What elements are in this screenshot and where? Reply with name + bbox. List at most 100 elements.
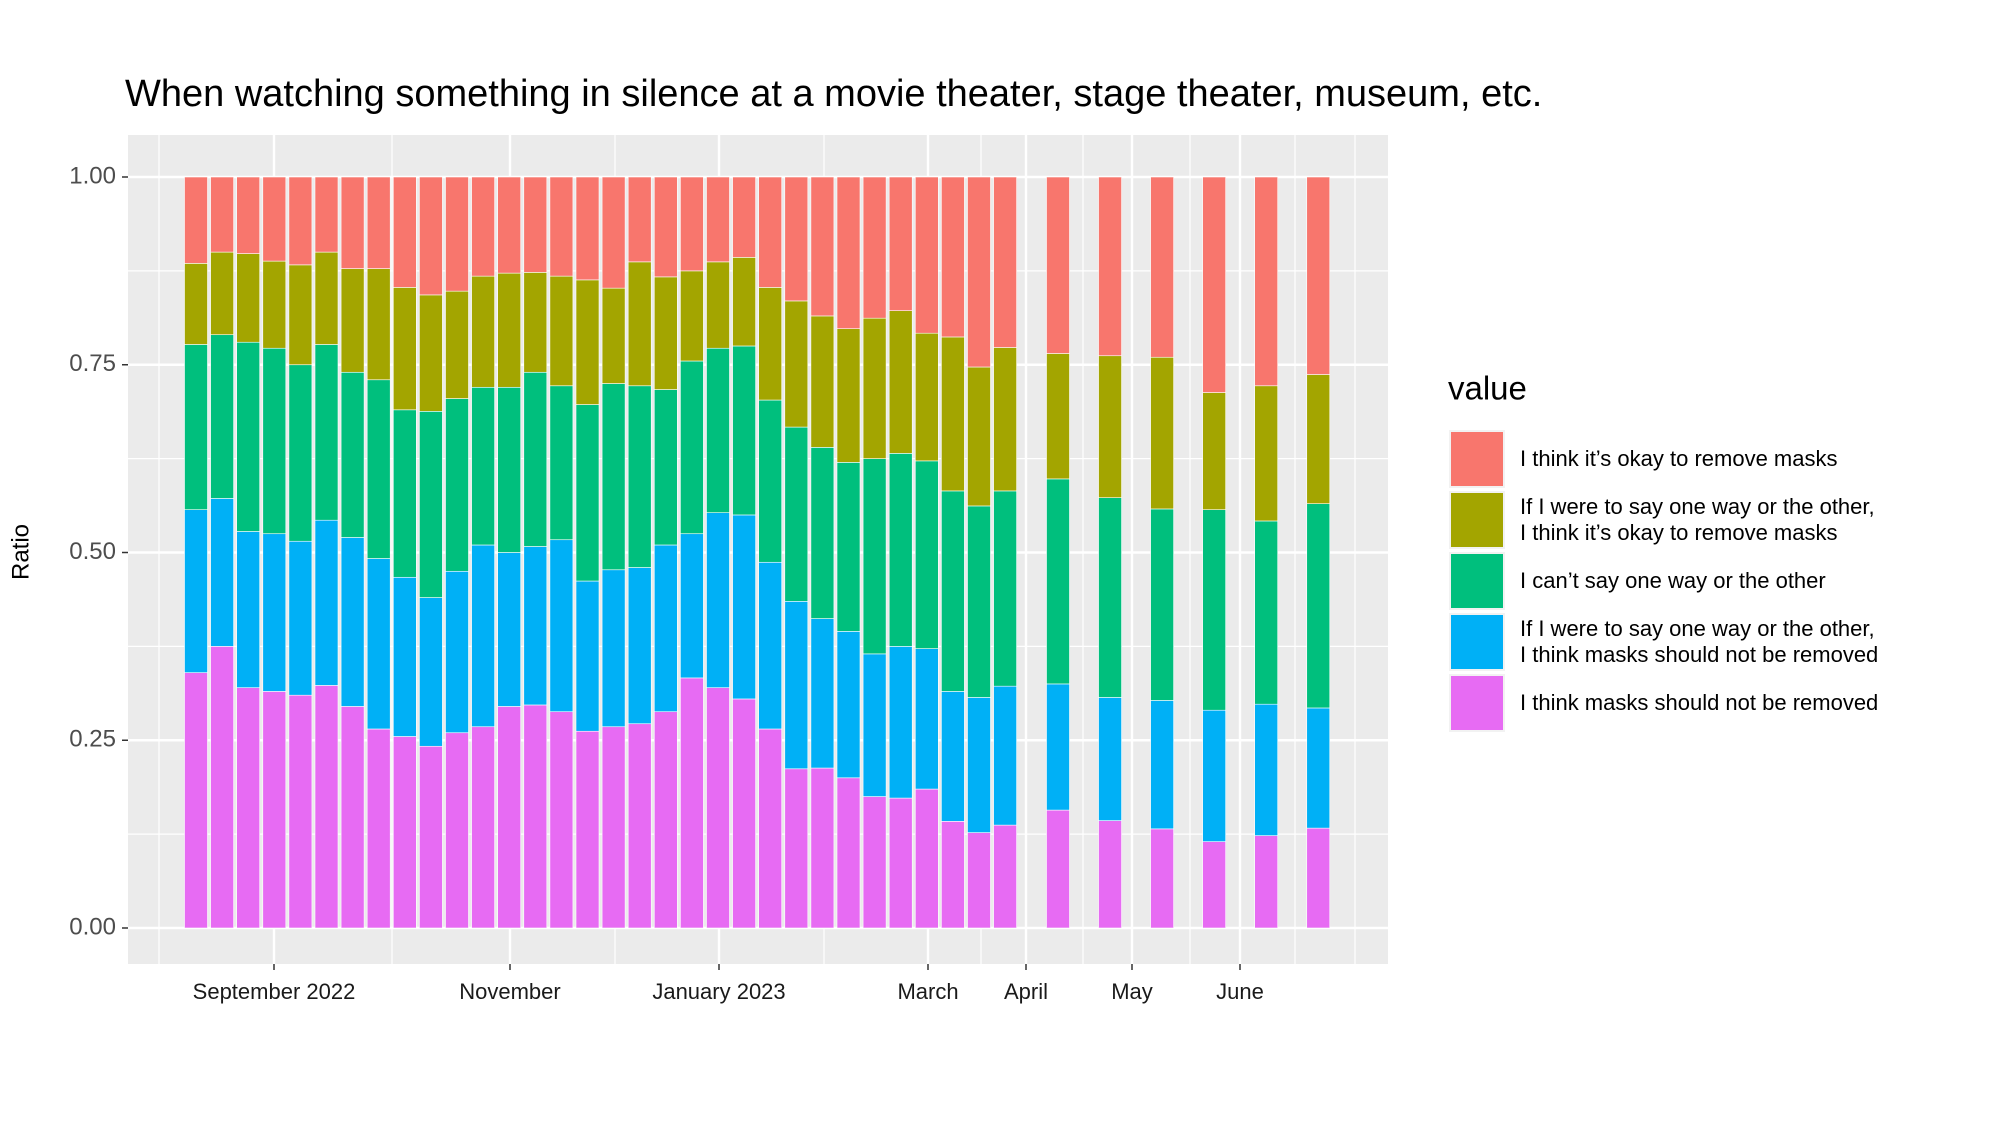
bar-segment (888, 310, 913, 454)
bar-segment (419, 745, 443, 929)
bar-segment (706, 512, 730, 688)
bar-segment (967, 697, 991, 833)
bar-segment (445, 570, 469, 734)
bar-segment (471, 544, 495, 728)
bar-segment (1046, 809, 1070, 929)
bar-segment (262, 533, 287, 692)
x-tick-label: May (1111, 979, 1153, 1004)
bar-segment (497, 552, 522, 707)
bar-segment (1202, 176, 1226, 393)
bar-segment (1046, 176, 1070, 354)
legend-key (1451, 554, 1503, 608)
legend-label: If I were to say one way or the other, I… (1520, 616, 1879, 667)
bar-segment (1254, 835, 1278, 929)
bar-segment (914, 332, 939, 462)
bar-segment (419, 597, 443, 747)
y-tick-label: 0.00 (69, 913, 116, 940)
bar-segment (1046, 683, 1070, 811)
bar-segment (392, 176, 417, 288)
bar-segment (1254, 176, 1278, 387)
bar-segment (993, 685, 1017, 826)
bar-segment (210, 334, 234, 499)
x-tick-label: September 2022 (193, 979, 356, 1004)
x-tick-label: November (459, 979, 560, 1004)
legend-title: value (1448, 370, 1527, 407)
bar-segment (392, 287, 417, 411)
bar-segment (1202, 841, 1226, 929)
y-tick-label: 0.25 (69, 726, 116, 753)
bar-segment (993, 824, 1017, 929)
x-tick-label: January 2023 (652, 979, 785, 1004)
bar-segment (862, 796, 887, 929)
bar-segment (262, 176, 287, 262)
bar-segment (1202, 709, 1226, 842)
bar-segment (419, 176, 443, 296)
bar-segment (967, 176, 991, 368)
bar-segment (627, 385, 652, 568)
bar-segment (471, 726, 495, 929)
bar-segment (575, 279, 600, 405)
bar-segment (262, 260, 287, 349)
bar-segment (810, 315, 835, 448)
bar-segment (653, 544, 678, 713)
bar-segment (262, 691, 287, 929)
bar-segment (419, 411, 443, 598)
bar-segment (758, 561, 783, 730)
bar-segment (314, 251, 339, 345)
bar-segment (967, 832, 991, 929)
bar-segment (210, 176, 234, 253)
bar-segment (680, 360, 704, 535)
legend-label: I think it’s okay to remove masks (1520, 446, 1838, 471)
bar-segment (1150, 356, 1174, 510)
bar-segment (1306, 176, 1331, 375)
bar-segment (993, 347, 1017, 492)
bar-segment (784, 300, 809, 428)
bar-segment (862, 176, 887, 319)
bar-segment (706, 687, 730, 929)
bar-segment (549, 711, 574, 929)
bar-segment (236, 176, 260, 254)
bar-segment (784, 176, 809, 302)
bar-segment (862, 317, 887, 459)
bar-segment (549, 539, 574, 713)
bar-segment (340, 176, 365, 269)
bar-segment (888, 453, 913, 647)
bar-segment (653, 389, 678, 546)
bar-segment (784, 601, 809, 770)
bar-segment (967, 366, 991, 507)
y-tick-label: 0.75 (69, 350, 116, 377)
bar-segment (419, 294, 443, 412)
bar-segment (1098, 176, 1122, 357)
legend-label: I can’t say one way or the other (1520, 568, 1826, 593)
bar-segment (1306, 374, 1331, 504)
bar-segment (1202, 392, 1226, 510)
bar-segment (601, 569, 626, 728)
bar-segment (340, 706, 365, 929)
bar-segment (732, 345, 756, 516)
bar-segment (236, 687, 260, 929)
bar-segment (366, 728, 391, 929)
x-tick-label: March (897, 979, 958, 1004)
bar-segment (836, 777, 861, 929)
bar-segment (680, 176, 704, 272)
bar-segment (392, 409, 417, 578)
bar-segment (1150, 828, 1174, 929)
bar-segment (862, 458, 887, 655)
bar-segment (1306, 503, 1331, 709)
bar-segment (445, 176, 469, 292)
bar-segment (653, 176, 678, 278)
legend-label: I think masks should not be removed (1520, 690, 1879, 715)
bar-segment (497, 176, 522, 274)
legend-label: If I were to say one way or the other, I… (1520, 494, 1875, 545)
bar-segment (784, 426, 809, 602)
bar-segment (914, 176, 939, 334)
legend-key (1451, 493, 1503, 547)
bar-segment (1098, 820, 1122, 929)
bar-segment (810, 447, 835, 619)
bar-segment (758, 176, 783, 288)
bar-segment (445, 398, 469, 572)
bar-segment (445, 290, 469, 399)
bar-segment (575, 730, 600, 929)
bar-segment (184, 176, 208, 264)
